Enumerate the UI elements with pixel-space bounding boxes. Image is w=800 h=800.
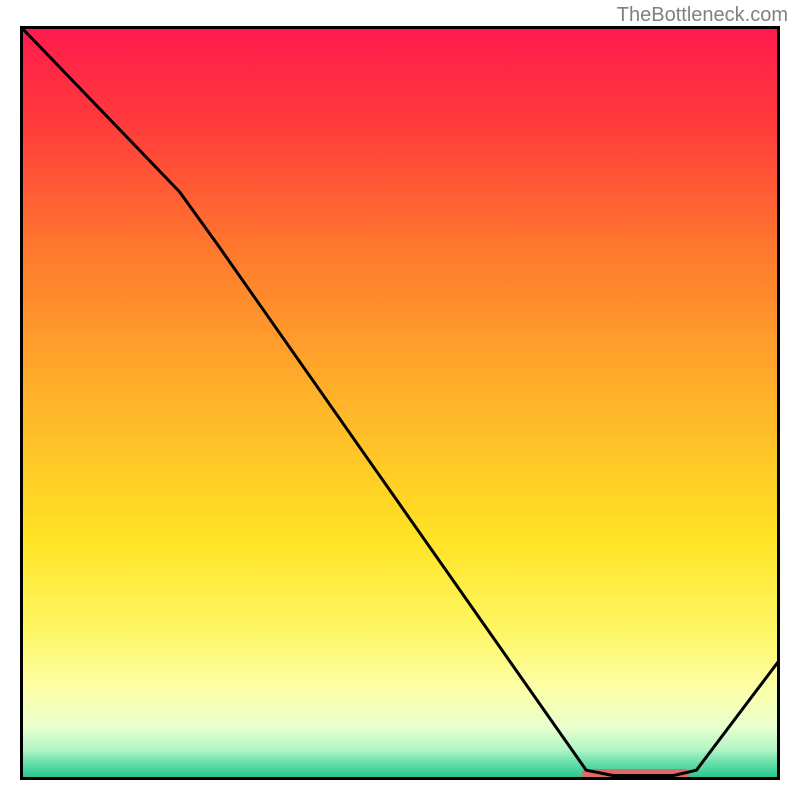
attribution-text: TheBottleneck.com [617,4,788,27]
bottleneck-curve [20,26,780,775]
curve-overlay [20,26,780,780]
plot-border [22,28,779,779]
chart-container: TheBottleneck.com [0,0,800,800]
plot-area [20,26,780,780]
